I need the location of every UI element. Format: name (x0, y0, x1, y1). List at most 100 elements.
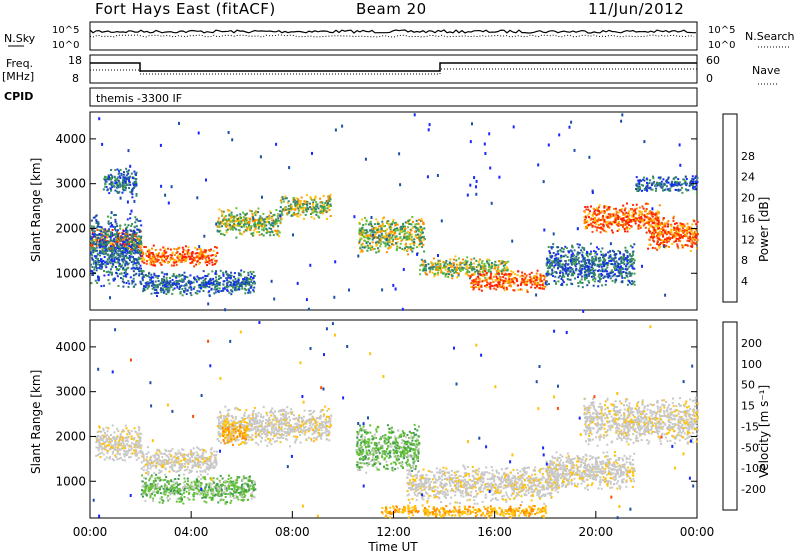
echo-cell (653, 229, 656, 232)
echo-cell (570, 250, 573, 253)
echo-cell (310, 216, 313, 218)
echo-cell (533, 275, 536, 278)
echo-cell (409, 238, 412, 241)
echo-cell (178, 253, 181, 255)
echo-cell (420, 263, 423, 266)
echo-cell (691, 237, 694, 240)
echo-cell (684, 244, 687, 246)
echo-cell (389, 228, 392, 231)
echo-cell (128, 237, 131, 240)
echo-cell (238, 223, 241, 226)
echo-cell (196, 289, 199, 292)
echo-cell (95, 255, 98, 258)
echo-cell (137, 235, 140, 238)
echo-cell (358, 242, 361, 245)
echo-cell (612, 263, 615, 266)
echo-cell (429, 269, 432, 272)
echo-cell (549, 256, 552, 258)
echo-cell (592, 258, 595, 260)
echo-cell (562, 281, 565, 284)
echo-cell (477, 286, 480, 289)
echo-cell (149, 262, 152, 265)
echo-cell (111, 233, 114, 236)
echo-cell (204, 278, 206, 281)
echo-cell (548, 265, 551, 267)
echo-cell (95, 237, 98, 240)
echo-cell (405, 232, 408, 235)
echo-cell (603, 261, 606, 264)
echo-cell (194, 246, 197, 249)
echo-cell (180, 278, 183, 281)
echo-cell (640, 216, 643, 218)
echo-cell (614, 207, 617, 210)
echo-cell (186, 289, 189, 292)
echo-cell (132, 263, 135, 266)
echo-cell (277, 217, 280, 220)
echo-cell (561, 271, 564, 274)
echo-cell (559, 271, 561, 274)
echo-cell (640, 217, 643, 220)
echo-cell (126, 247, 129, 250)
echo-cell (617, 224, 620, 227)
echo-cell (633, 280, 636, 283)
echo-cell (237, 279, 240, 281)
echo-cell (663, 189, 666, 192)
echo-cell (405, 236, 408, 239)
echo-cell (245, 278, 248, 281)
echo-cell (130, 172, 133, 175)
echo-cell (596, 263, 599, 266)
echo-cell (617, 250, 620, 252)
echo-cell (583, 216, 586, 219)
echo-cell (617, 270, 620, 273)
echo-cell (418, 230, 420, 233)
echo-cell (610, 263, 613, 266)
echo-cell (667, 230, 670, 233)
echo-cell (439, 268, 442, 271)
echo-cell (666, 241, 669, 244)
echo-cell (590, 275, 593, 278)
echo-cell (121, 233, 124, 236)
echo-cell (594, 221, 596, 224)
echo-cell (121, 183, 124, 186)
echo-cell (251, 220, 254, 223)
echo-cell (605, 263, 608, 266)
echo-cell (119, 238, 121, 241)
echo-cell (110, 189, 112, 192)
echo-cell (385, 251, 388, 254)
echo-cell (234, 283, 237, 286)
echo-cell (566, 268, 569, 271)
echo-cell (666, 231, 669, 234)
echo-cell (657, 223, 660, 226)
echo-cell (251, 234, 254, 237)
echo-cell (389, 225, 392, 228)
echo-cell (91, 237, 94, 240)
echo-cell (501, 268, 504, 271)
echo-cell (551, 246, 554, 249)
echo-cell (104, 248, 107, 251)
echo-cell (534, 286, 537, 289)
echo-cell (388, 234, 391, 237)
echo-cell (91, 239, 93, 242)
echo-cell (109, 259, 112, 262)
echo-cell (160, 281, 163, 284)
echo-cell (389, 236, 391, 239)
echo-cell (132, 270, 135, 273)
echo-cell (601, 218, 604, 221)
echo-cell (146, 287, 149, 290)
echo-cell (123, 245, 126, 248)
echo-cell (100, 234, 103, 237)
echo-cell (522, 279, 525, 282)
echo-cell (388, 223, 391, 226)
echo-cell (146, 250, 149, 253)
echo-cell (608, 206, 611, 209)
echo-cell (309, 197, 312, 200)
echo-cell (588, 212, 591, 215)
echo-cell (446, 272, 449, 275)
echo-cell (232, 228, 234, 231)
echo-cell (110, 258, 113, 261)
echo-cell (136, 258, 139, 261)
echo-cell (590, 205, 592, 208)
echo-cell (600, 272, 603, 275)
echo-cell (399, 242, 402, 245)
echo-cell (593, 250, 596, 253)
